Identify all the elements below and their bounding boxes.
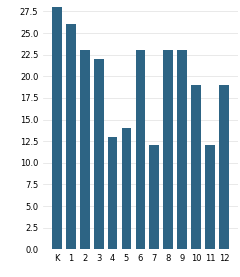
- Bar: [94, 59, 103, 249]
- Bar: [52, 7, 62, 249]
- Bar: [136, 50, 145, 249]
- Bar: [80, 50, 90, 249]
- Bar: [122, 128, 131, 249]
- Bar: [150, 145, 159, 249]
- Bar: [163, 50, 173, 249]
- Bar: [66, 24, 76, 249]
- Bar: [205, 145, 215, 249]
- Bar: [219, 85, 229, 249]
- Bar: [108, 137, 117, 249]
- Bar: [177, 50, 187, 249]
- Bar: [191, 85, 201, 249]
